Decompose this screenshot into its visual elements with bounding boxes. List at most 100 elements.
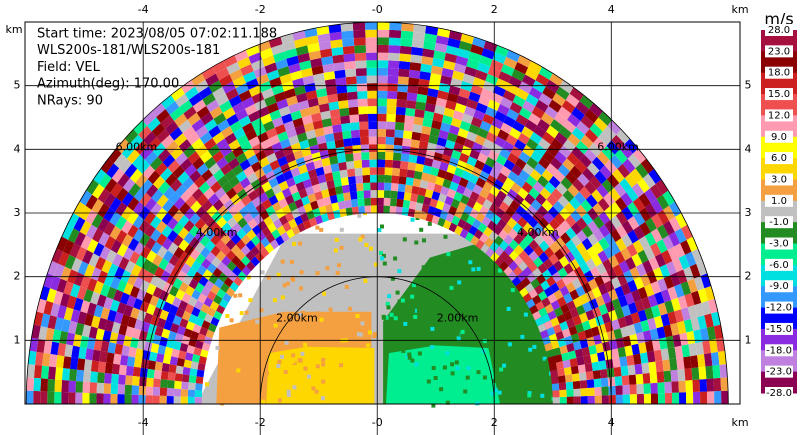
velocity-cell	[494, 136, 506, 148]
velocity-cell	[36, 339, 46, 353]
velocity-cell	[647, 294, 658, 308]
velocity-cell	[392, 160, 401, 169]
velocity-cell	[179, 100, 193, 114]
velocity-cell	[255, 149, 267, 162]
velocity-cell	[569, 258, 580, 271]
velocity-cell	[542, 356, 547, 361]
velocity-cell	[205, 73, 219, 87]
velocity-cell	[178, 281, 189, 293]
velocity-cell	[147, 262, 159, 275]
velocity-cell	[576, 304, 586, 316]
velocity-cell	[640, 319, 650, 332]
velocity-cell	[124, 129, 139, 144]
velocity-cell	[89, 382, 98, 394]
velocity-cell	[60, 266, 72, 282]
velocity-cell	[199, 223, 211, 236]
colorbar-label-bg	[765, 387, 793, 399]
velocity-cell	[112, 253, 124, 267]
velocity-cell	[299, 286, 303, 291]
velocity-cell	[238, 115, 251, 128]
velocity-cell	[200, 150, 213, 164]
velocity-cell	[263, 120, 275, 132]
velocity-cell	[427, 221, 432, 226]
velocity-cell	[564, 202, 576, 215]
velocity-cell	[385, 301, 390, 306]
velocity-cell	[554, 225, 566, 237]
velocity-cell	[162, 154, 176, 168]
x-axis-label: km	[731, 416, 748, 429]
velocity-cell	[322, 164, 332, 175]
velocity-cell	[497, 268, 502, 273]
velocity-cell	[222, 210, 233, 223]
velocity-cell	[528, 239, 539, 251]
velocity-cell	[387, 91, 398, 100]
velocity-cell	[284, 340, 289, 345]
velocity-cell	[329, 194, 338, 204]
velocity-cell	[465, 375, 470, 380]
velocity-cell	[299, 139, 310, 150]
velocity-cell	[628, 374, 637, 385]
velocity-cell	[214, 278, 224, 289]
velocity-cell	[92, 184, 105, 199]
velocity-cell	[559, 244, 571, 256]
velocity-cell	[689, 263, 701, 279]
velocity-cell	[579, 312, 589, 323]
velocity-cell	[619, 356, 628, 367]
velocity-cell	[169, 127, 183, 141]
velocity-cell	[504, 255, 514, 266]
velocity-cell	[245, 201, 256, 213]
velocity-cell	[419, 71, 431, 81]
velocity-cell	[366, 67, 378, 76]
velocity-cell	[461, 145, 472, 157]
velocity-cell	[118, 324, 128, 336]
velocity-cell	[451, 215, 461, 226]
range-ring-label-right: 2.00km	[437, 311, 479, 324]
velocity-cell	[61, 392, 69, 404]
velocity-cell	[494, 110, 507, 123]
velocity-cell	[476, 266, 481, 271]
velocity-cell	[104, 362, 113, 374]
velocity-cell	[269, 239, 280, 250]
velocity-cell	[288, 102, 300, 114]
velocity-cell	[664, 300, 675, 314]
velocity-cell	[113, 153, 127, 169]
velocity-cell	[543, 211, 554, 224]
velocity-cell	[219, 193, 231, 205]
velocity-cell	[129, 285, 140, 299]
velocity-cell	[33, 390, 41, 404]
velocity-cell	[638, 342, 647, 354]
y-tick-label-right: 3	[745, 206, 752, 219]
velocity-cell	[241, 354, 246, 358]
velocity-cell	[195, 340, 204, 350]
velocity-cell	[602, 258, 613, 272]
velocity-cell	[459, 228, 469, 239]
velocity-cell	[143, 312, 153, 324]
velocity-cell	[344, 61, 356, 70]
velocity-cell	[191, 354, 201, 363]
velocity-cell	[552, 93, 566, 107]
velocity-cell	[344, 145, 353, 155]
velocity-cell	[460, 329, 465, 334]
velocity-cell	[86, 239, 99, 254]
velocity-cell	[334, 185, 344, 195]
velocity-cell	[132, 215, 145, 229]
velocity-cell	[464, 106, 476, 117]
velocity-cell	[460, 211, 470, 222]
velocity-cell	[581, 225, 594, 238]
velocity-cell	[259, 247, 270, 258]
velocity-cell	[444, 195, 454, 206]
colorbar-label: 1.0	[771, 196, 787, 207]
velocity-cell	[123, 247, 134, 261]
velocity-cell	[47, 260, 59, 276]
velocity-cell	[426, 181, 436, 191]
velocity-cell	[401, 348, 406, 353]
velocity-cell	[261, 226, 272, 238]
velocity-cell	[339, 227, 344, 232]
range-ring-label-left: 2.00km	[276, 311, 318, 324]
velocity-cell	[352, 22, 366, 31]
velocity-cell	[514, 313, 519, 318]
velocity-cell	[286, 393, 291, 397]
velocity-cell	[89, 393, 97, 404]
velocity-cell	[337, 200, 346, 210]
velocity-cell	[103, 207, 116, 222]
